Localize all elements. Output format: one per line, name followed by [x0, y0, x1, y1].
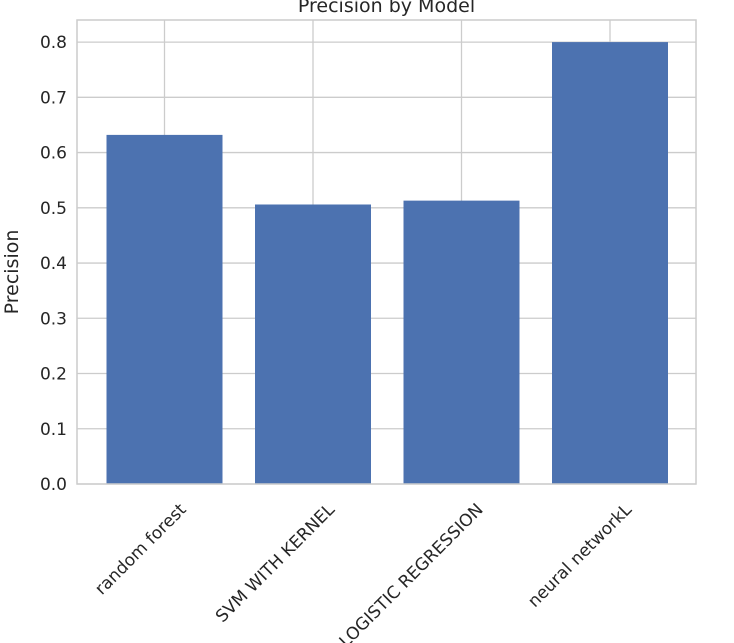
plot-frame: [76, 19, 697, 485]
bar: [106, 134, 223, 484]
y-tick-label: 0.5: [40, 199, 67, 219]
bar: [552, 42, 668, 484]
y-tick-label: 0.2: [40, 365, 67, 385]
y-tick-label: 0.1: [40, 420, 67, 440]
y-tick-label: 0.8: [40, 33, 67, 53]
bar: [255, 204, 371, 484]
y-tick-labels: 0.0 0.1 0.2 0.3 0.4 0.5 0.6 0.7 0.8: [40, 33, 67, 495]
y-tick-label: 0.4: [40, 254, 67, 274]
y-axis-title: Precision: [1, 230, 23, 315]
y-tick-label: 0.6: [40, 144, 67, 164]
bars: [106, 42, 668, 484]
y-tick-label: 0.7: [40, 88, 67, 108]
y-tick-label: 0.3: [40, 309, 67, 329]
bar: [403, 200, 520, 484]
chart-title: Precision by Model: [298, 0, 475, 17]
y-tick-label: 0.0: [40, 475, 67, 495]
